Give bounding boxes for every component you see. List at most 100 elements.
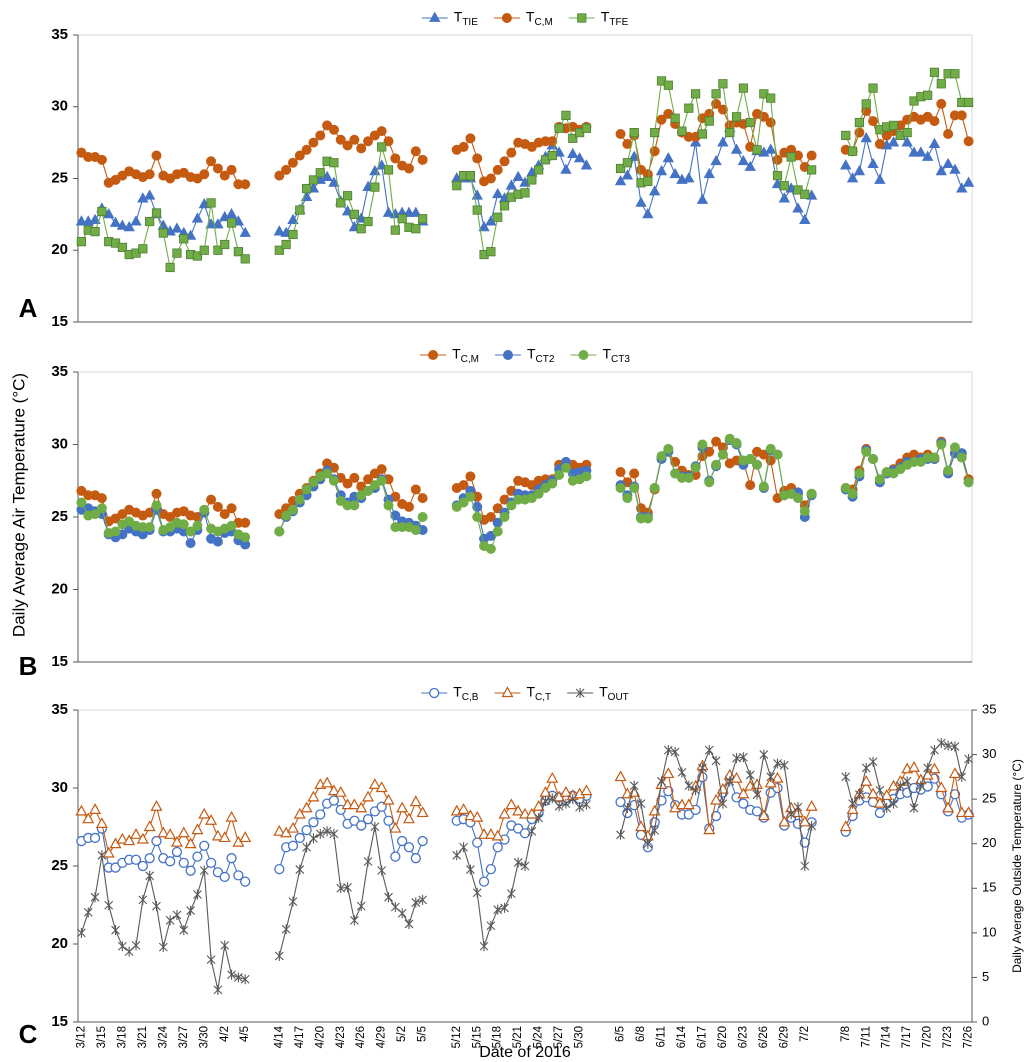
x-tick-label: 3/18 [116, 1026, 128, 1048]
marker [151, 835, 162, 847]
marker [513, 823, 524, 834]
marker [83, 907, 93, 918]
marker [90, 892, 100, 903]
marker [452, 181, 462, 191]
marker [648, 185, 661, 196]
marker [650, 825, 660, 836]
marker [410, 853, 421, 864]
marker [274, 951, 284, 962]
marker [772, 171, 783, 181]
marker [936, 98, 947, 109]
marker [848, 798, 857, 809]
marker [963, 477, 974, 488]
marker [383, 815, 394, 826]
legend: TTIE TC,M TTFE [421, 9, 629, 28]
legend-label: TTFE [601, 9, 629, 28]
marker [875, 785, 885, 796]
marker [575, 802, 584, 813]
marker [731, 438, 742, 449]
marker [950, 741, 960, 752]
marker [485, 543, 496, 554]
marker [315, 809, 326, 820]
marker [614, 175, 627, 186]
marker [240, 179, 251, 190]
marker [629, 468, 640, 479]
x-tick-label: 3/15 [96, 1026, 108, 1048]
marker [219, 509, 230, 520]
marker [847, 146, 858, 156]
marker [546, 771, 559, 783]
marker [117, 941, 127, 952]
marker [683, 472, 694, 483]
marker [171, 222, 183, 233]
marker [759, 749, 769, 760]
marker [786, 809, 796, 820]
marker [663, 80, 673, 90]
marker [343, 882, 352, 893]
marker [95, 817, 108, 828]
legend-marker [501, 13, 512, 23]
marker [949, 442, 960, 453]
legend-label: TCT3 [602, 346, 630, 365]
marker [403, 163, 414, 174]
marker [888, 120, 899, 131]
marker [567, 147, 579, 159]
marker [500, 902, 509, 913]
marker [315, 130, 326, 141]
y-tick-label: 35 [51, 701, 68, 718]
y-tick-label: 15 [51, 313, 68, 330]
x-tick-label: 6/8 [635, 1026, 647, 1042]
marker [472, 153, 483, 164]
marker [356, 143, 367, 154]
marker [211, 829, 224, 841]
marker [757, 809, 770, 821]
marker [921, 150, 934, 161]
x-tick-label: 3/27 [178, 1026, 190, 1048]
x-tick-label: 7/20 [922, 1026, 934, 1048]
marker [874, 474, 885, 485]
marker [158, 942, 168, 953]
marker [534, 165, 544, 175]
y-tick-label: 30 [51, 435, 68, 452]
marker [840, 159, 852, 170]
marker [170, 835, 183, 847]
marker [807, 820, 817, 831]
marker [172, 910, 182, 921]
marker [349, 209, 359, 219]
marker [184, 837, 197, 849]
marker [90, 509, 101, 520]
marker [465, 471, 476, 482]
marker [758, 481, 769, 492]
marker [410, 484, 421, 495]
marker [322, 826, 332, 837]
marker [151, 150, 162, 161]
marker [936, 79, 946, 89]
marker [321, 776, 334, 788]
marker [206, 954, 216, 965]
marker [656, 114, 667, 125]
marker [274, 526, 285, 537]
marker [499, 156, 510, 167]
marker [936, 737, 946, 748]
marker [792, 493, 803, 504]
marker [328, 124, 339, 135]
marker [308, 477, 319, 488]
marker [212, 501, 223, 512]
marker [779, 181, 789, 191]
marker [923, 90, 933, 100]
marker [89, 803, 102, 814]
marker [520, 861, 530, 871]
marker [131, 940, 141, 951]
marker [327, 784, 340, 796]
x-tick-label: 4/29 [376, 1026, 388, 1048]
marker [636, 798, 646, 809]
marker [240, 517, 251, 528]
marker [485, 173, 496, 184]
marker [143, 820, 156, 832]
marker [717, 136, 729, 147]
marker [165, 262, 175, 273]
marker [417, 512, 428, 522]
marker [634, 820, 648, 832]
x-tick-label: 7/11 [860, 1026, 872, 1048]
marker [928, 762, 941, 774]
